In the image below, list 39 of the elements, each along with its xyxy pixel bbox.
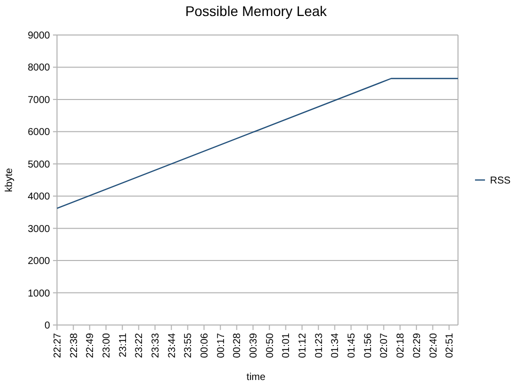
x-tick-label: 22:38 <box>68 332 80 358</box>
x-tick-label: 00:06 <box>200 332 211 358</box>
y-tick-label: 5000 <box>28 159 50 170</box>
x-tick-label: 00:50 <box>264 332 276 358</box>
x-tick-label: 01:56 <box>362 332 374 358</box>
x-tick-label: 01:23 <box>314 332 325 358</box>
x-tick-label: 02:18 <box>396 332 407 358</box>
x-tick-label: 23:22 <box>134 332 146 358</box>
x-tick-label: 22:27 <box>52 332 64 358</box>
x-tick-label: 01:45 <box>346 332 358 358</box>
x-tick-label: 23:11 <box>118 332 129 358</box>
x-tick-label: 01:12 <box>298 332 309 358</box>
y-tick-label: 4000 <box>28 192 50 203</box>
x-tick-label: 01:01 <box>281 332 292 358</box>
x-tick-label: 00:17 <box>216 332 227 358</box>
x-tick-label: 02:07 <box>379 332 390 358</box>
y-axis-title: kbyte <box>4 168 15 192</box>
x-tick-label: 23:00 <box>102 332 113 358</box>
x-tick-label: 00:39 <box>248 332 260 358</box>
y-tick-label: 9000 <box>28 30 50 42</box>
x-tick-label: 00:28 <box>232 332 244 358</box>
y-tick-label: 3000 <box>28 224 50 235</box>
y-tick-label: 2000 <box>28 256 50 268</box>
legend-label: RSS <box>490 176 511 186</box>
x-tick-label: 02:29 <box>412 332 423 358</box>
y-tick-label: 7000 <box>28 94 50 106</box>
y-tick-label: 6000 <box>28 127 50 138</box>
chart-title: Possible Memory Leak <box>185 3 328 19</box>
y-tick-label: 0 <box>44 320 50 332</box>
x-tick-label: 02:40 <box>428 332 440 358</box>
y-tick-label: 8000 <box>28 62 50 74</box>
y-tick-label: 1000 <box>28 288 50 300</box>
x-tick-label: 23:44 <box>166 332 178 358</box>
x-tick-label: 23:33 <box>150 332 162 358</box>
x-tick-label: 01:34 <box>330 332 342 358</box>
x-tick-label: 23:55 <box>183 332 194 358</box>
x-tick-label: 22:49 <box>85 332 96 358</box>
x-tick-label: 02:51 <box>444 332 456 358</box>
x-axis-title: time <box>246 372 266 383</box>
